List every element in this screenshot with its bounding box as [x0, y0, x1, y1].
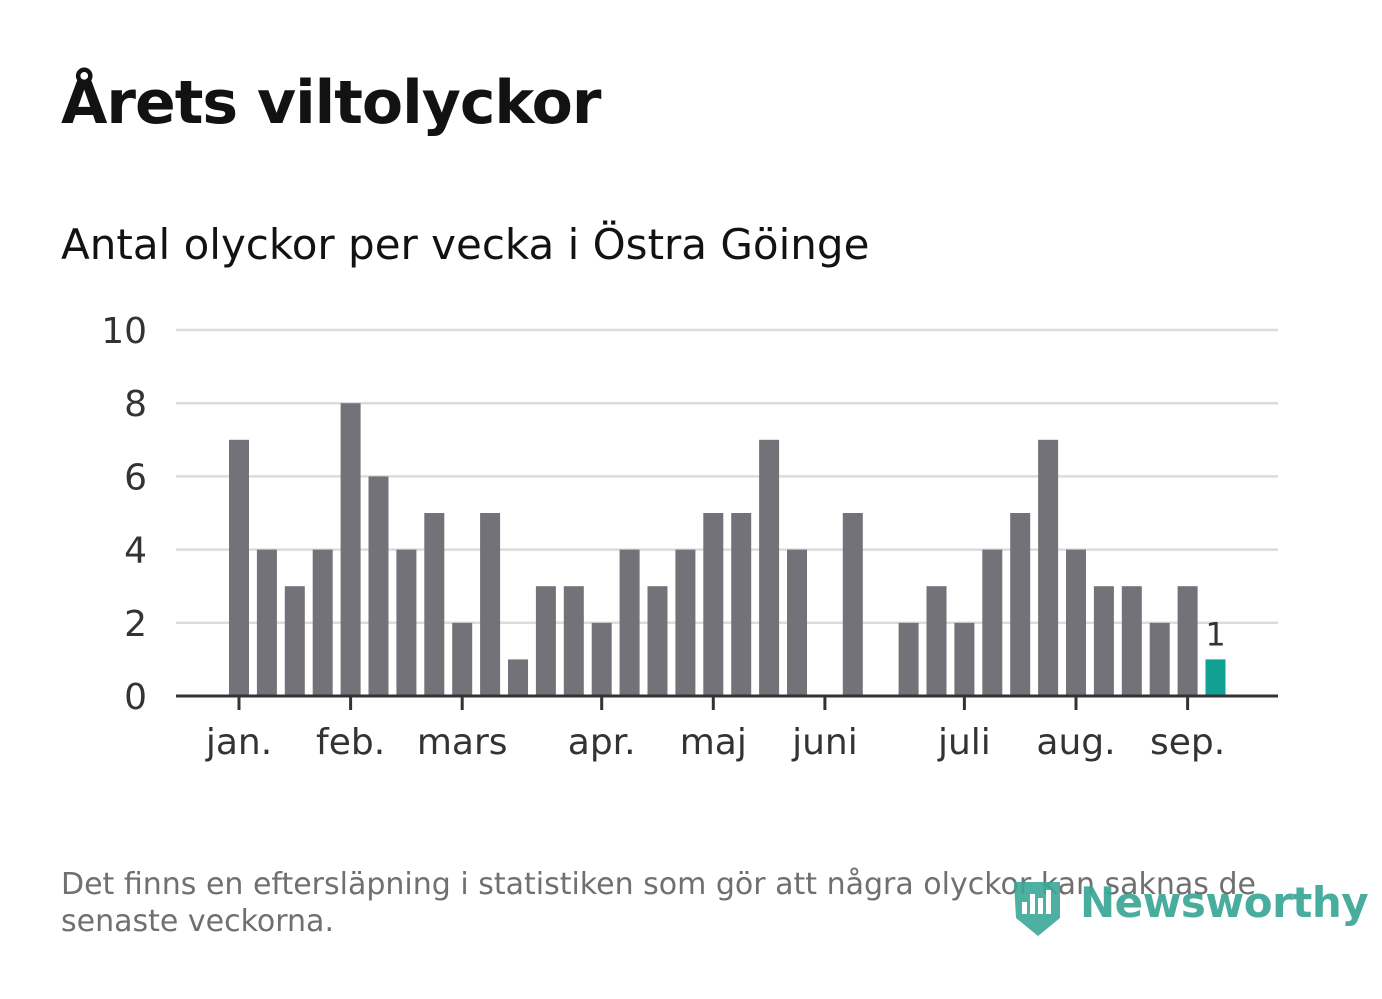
y-tick-label: 4	[124, 531, 147, 572]
newsworthy-logo-icon	[1014, 882, 1060, 936]
newsworthy-brand-text: Newsworthy	[1080, 878, 1369, 927]
x-tick-label: maj	[680, 722, 747, 763]
bar-week-3	[284, 586, 305, 696]
bar-week-15	[619, 549, 640, 696]
bar-week-34	[1149, 622, 1170, 696]
bar-week-20	[759, 439, 780, 696]
chart-title: Årets viltolyckor	[61, 68, 601, 138]
y-axis-ticks: 0 2 4 6 8 10	[101, 311, 147, 718]
y-tick-label: 2	[124, 604, 147, 645]
x-tick-label: sep.	[1150, 722, 1225, 763]
bar-week-11	[508, 659, 528, 696]
bar-week-33	[1121, 586, 1142, 696]
y-tick-label: 6	[124, 457, 147, 498]
bar-week-25	[898, 622, 919, 696]
bar-week-5	[340, 403, 361, 696]
bar-week-18	[703, 513, 724, 696]
bar-week-31	[1066, 549, 1086, 696]
newsworthy-logo: Newsworthy	[1010, 878, 1369, 940]
chart-subtitle: Antal olyckor per vecka i Östra Göinge	[61, 220, 870, 269]
y-tick-label: 8	[124, 384, 147, 425]
bar-chart: 0 2 4 6 8 10 jan. feb. mars apr. maj juni juli aug. s…	[101, 311, 1278, 763]
bar-week-8	[424, 513, 445, 696]
bar-week-35	[1177, 586, 1198, 696]
x-tick-label: jan.	[205, 722, 272, 763]
bar-week-27	[954, 622, 975, 696]
x-tick-label: feb.	[316, 722, 385, 763]
y-tick-label: 0	[124, 677, 147, 718]
bars	[229, 403, 1226, 696]
x-axis-ticks: jan. feb. mars apr. maj juni juli aug. sep.	[205, 696, 1225, 763]
bar-week-7	[396, 549, 417, 696]
bar-week-32	[1093, 586, 1114, 696]
bar-week-28	[982, 549, 1003, 696]
bar-week-29	[1010, 513, 1031, 696]
bar-week-23	[842, 513, 863, 696]
bar-week-9	[452, 622, 473, 696]
bar-week-10	[480, 513, 501, 696]
data-labels: 1	[1205, 615, 1225, 653]
x-tick-label: juni	[791, 722, 858, 763]
data-label-current-week: 1	[1205, 615, 1225, 653]
bar-week-6	[368, 476, 389, 696]
bar-week-21	[787, 549, 807, 696]
bar-week-16	[647, 586, 668, 696]
x-tick-label: mars	[417, 722, 508, 763]
x-tick-label: juli	[937, 722, 991, 763]
bar-current-week	[1205, 659, 1226, 696]
bar-week-19	[731, 513, 752, 696]
bar-week-14	[591, 622, 612, 696]
bar-week-1	[229, 439, 249, 696]
bar-week-2	[256, 549, 277, 696]
bar-week-12	[535, 586, 556, 696]
x-tick-label: apr.	[568, 722, 636, 763]
bar-week-13	[563, 586, 584, 696]
bar-week-4	[312, 549, 333, 696]
bar-week-26	[926, 586, 947, 696]
x-tick-label: aug.	[1036, 722, 1115, 763]
bar-week-17	[675, 549, 696, 696]
y-tick-label: 10	[101, 311, 147, 352]
bar-week-30	[1038, 439, 1059, 696]
